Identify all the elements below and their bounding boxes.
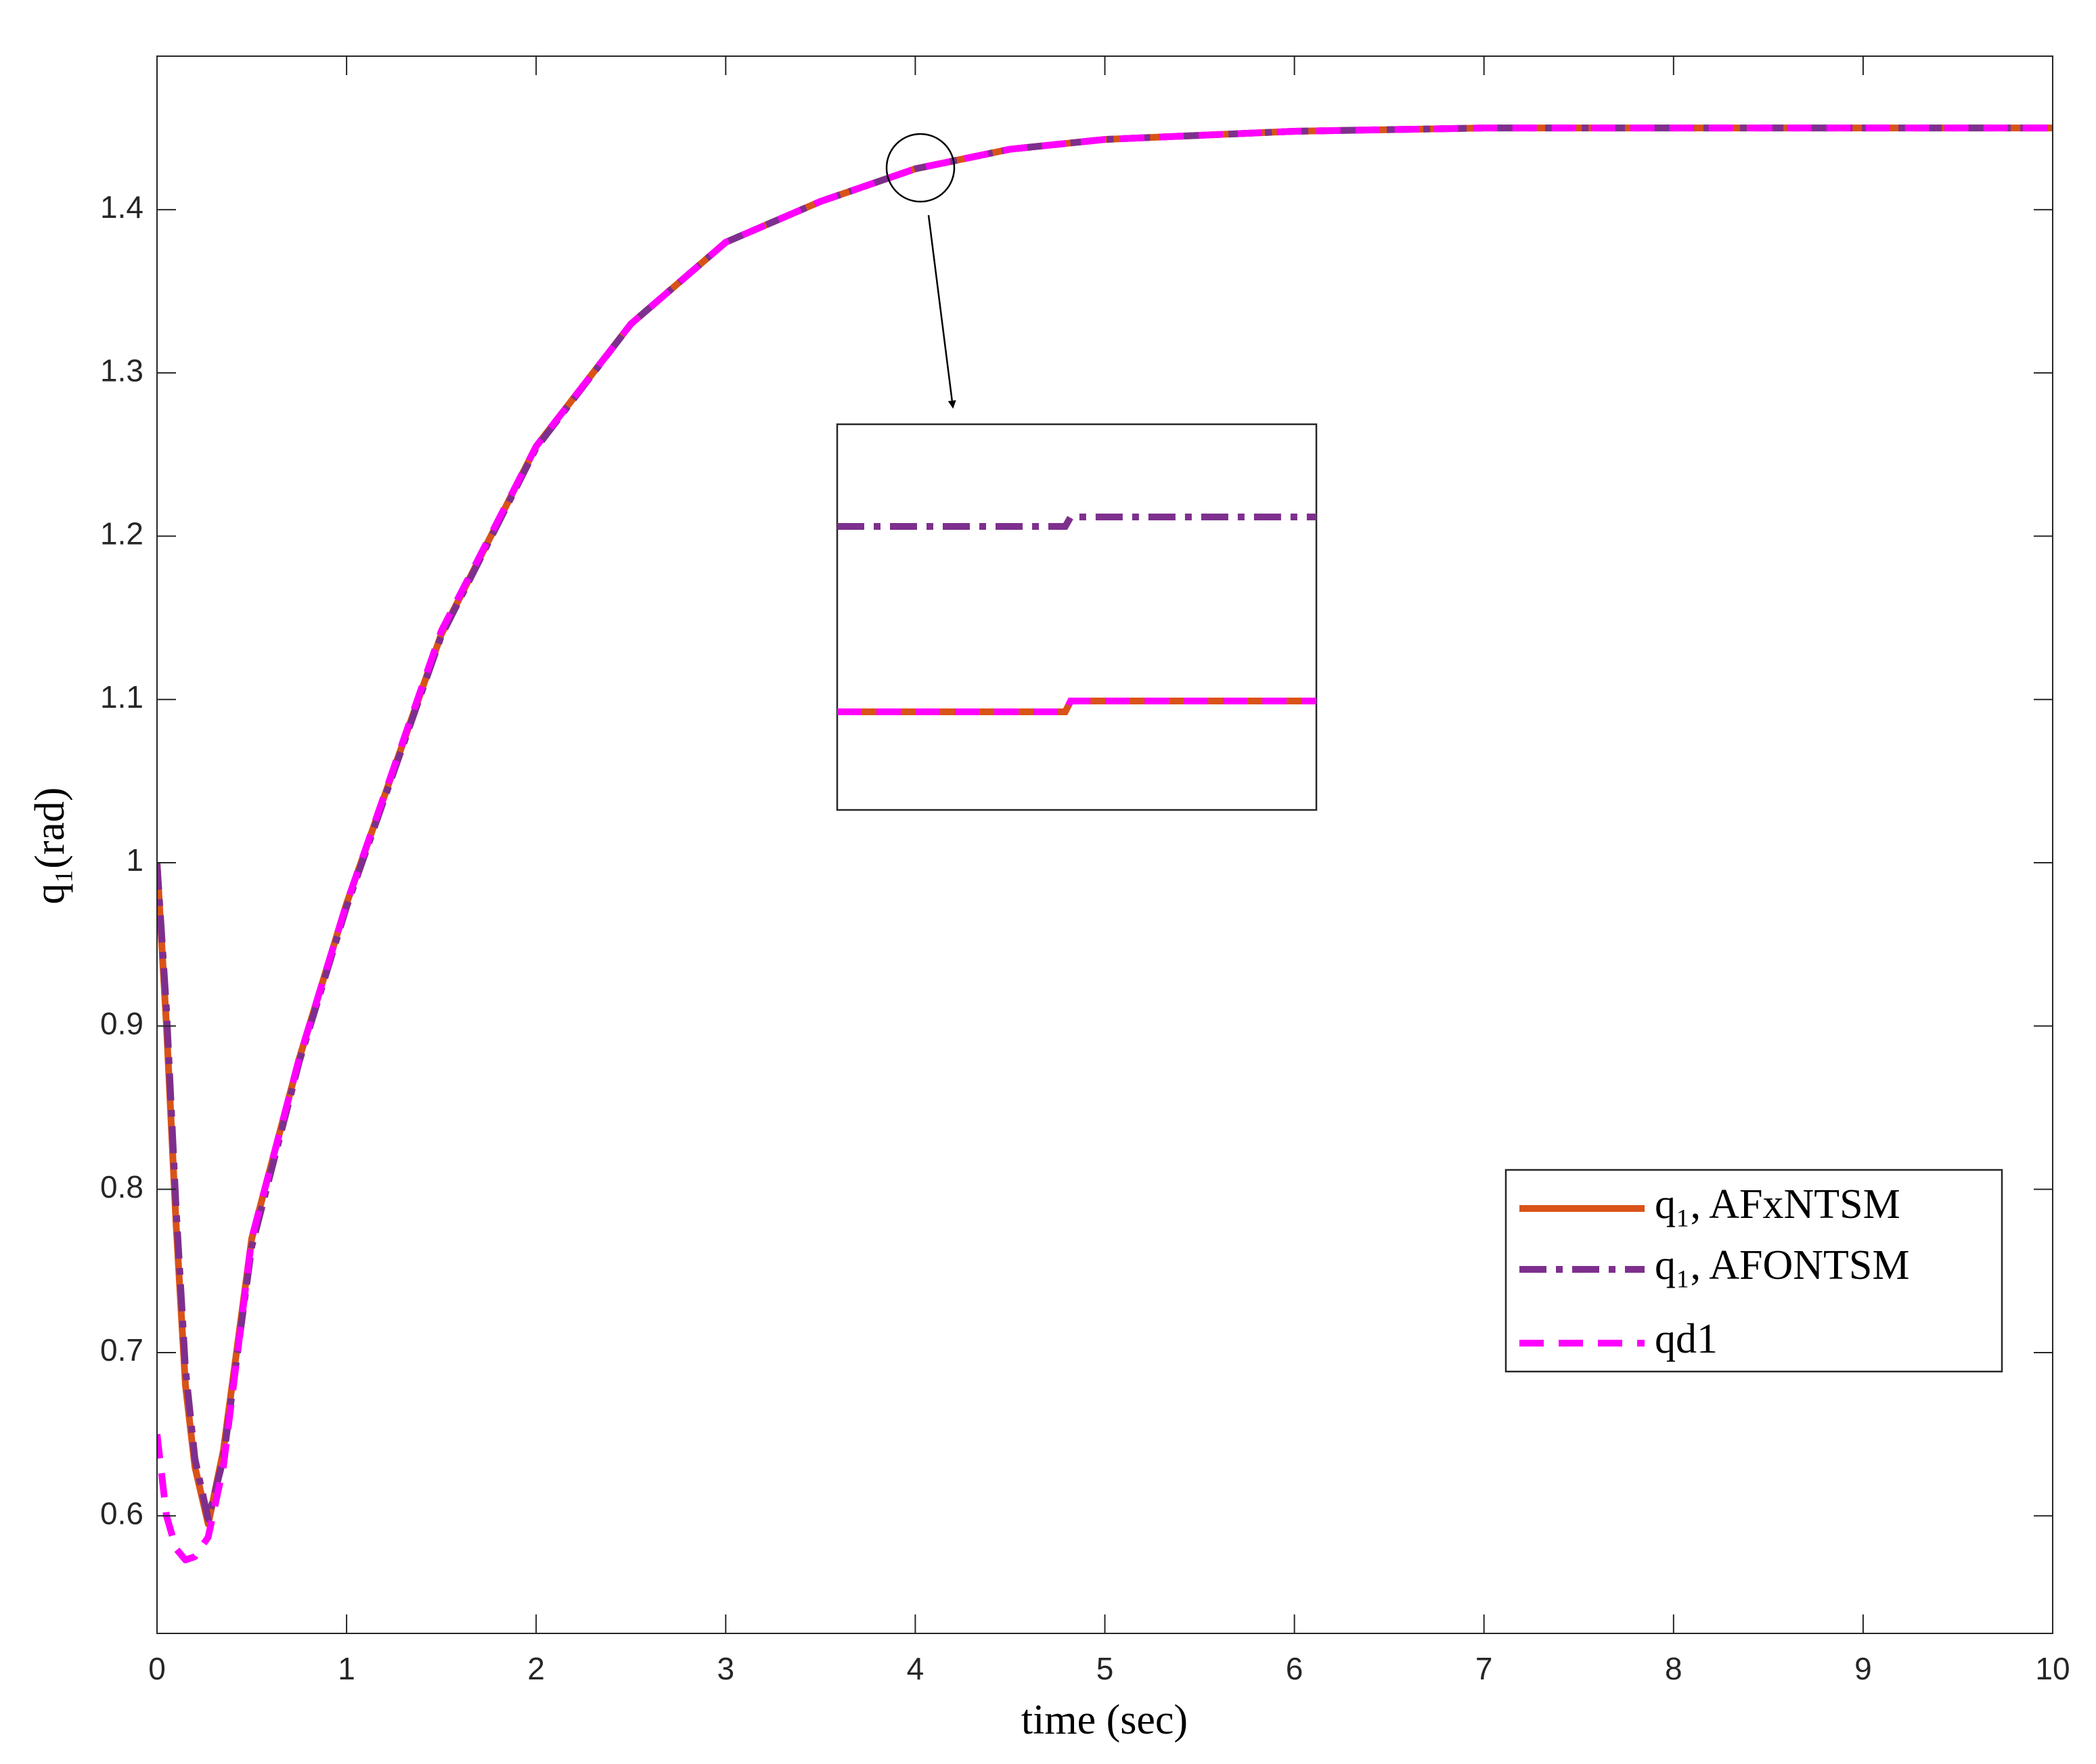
zoom-annotation <box>836 133 1318 811</box>
y-tick-label: 0.9 <box>100 1006 143 1041</box>
x-tick-label: 3 <box>717 1651 735 1686</box>
x-tick-label: 4 <box>907 1651 924 1686</box>
inset-line <box>837 514 1316 530</box>
legend-label: q₁, AFxNTSM <box>1655 1181 1900 1227</box>
y-tick-label: 1.2 <box>100 516 143 551</box>
x-axis-label: time (sec) <box>1021 1697 1188 1743</box>
y-tick-label: 1.1 <box>100 679 143 715</box>
y-tick-label: 0.6 <box>100 1495 143 1531</box>
inset-line <box>837 698 1316 715</box>
x-tick-label: 7 <box>1475 1651 1493 1686</box>
x-tick-label: 5 <box>1096 1651 1114 1686</box>
legend-label: q₁, AFONTSM <box>1655 1242 1909 1288</box>
zoom-arrow <box>927 214 956 409</box>
x-tick-label: 10 <box>2035 1651 2070 1686</box>
plot-area <box>157 125 2053 1564</box>
legend: q₁, AFxNTSM q₁, AFONTSM qd1 <box>1504 1169 2003 1373</box>
y-tick-label: 1.4 <box>100 189 143 225</box>
y-tick-label: 0.8 <box>100 1169 143 1204</box>
data-line <box>157 125 2053 1564</box>
y-tick-label: 1.3 <box>100 353 143 388</box>
x-tick-label: 8 <box>1665 1651 1682 1686</box>
y-tick-label: 0.7 <box>100 1332 143 1367</box>
zoom-circle <box>885 133 956 203</box>
x-tick-label: 2 <box>527 1651 545 1686</box>
y-tick-label: 1 <box>126 842 143 878</box>
x-tick-label: 1 <box>338 1651 355 1686</box>
y-axis-label: q₁(rad) <box>27 787 73 904</box>
inset-box <box>836 423 1318 811</box>
x-tick-label: 0 <box>148 1651 166 1686</box>
legend-label: qd1 <box>1655 1316 1718 1362</box>
x-tick-label: 9 <box>1854 1651 1872 1686</box>
x-tick-label: 6 <box>1286 1651 1303 1686</box>
